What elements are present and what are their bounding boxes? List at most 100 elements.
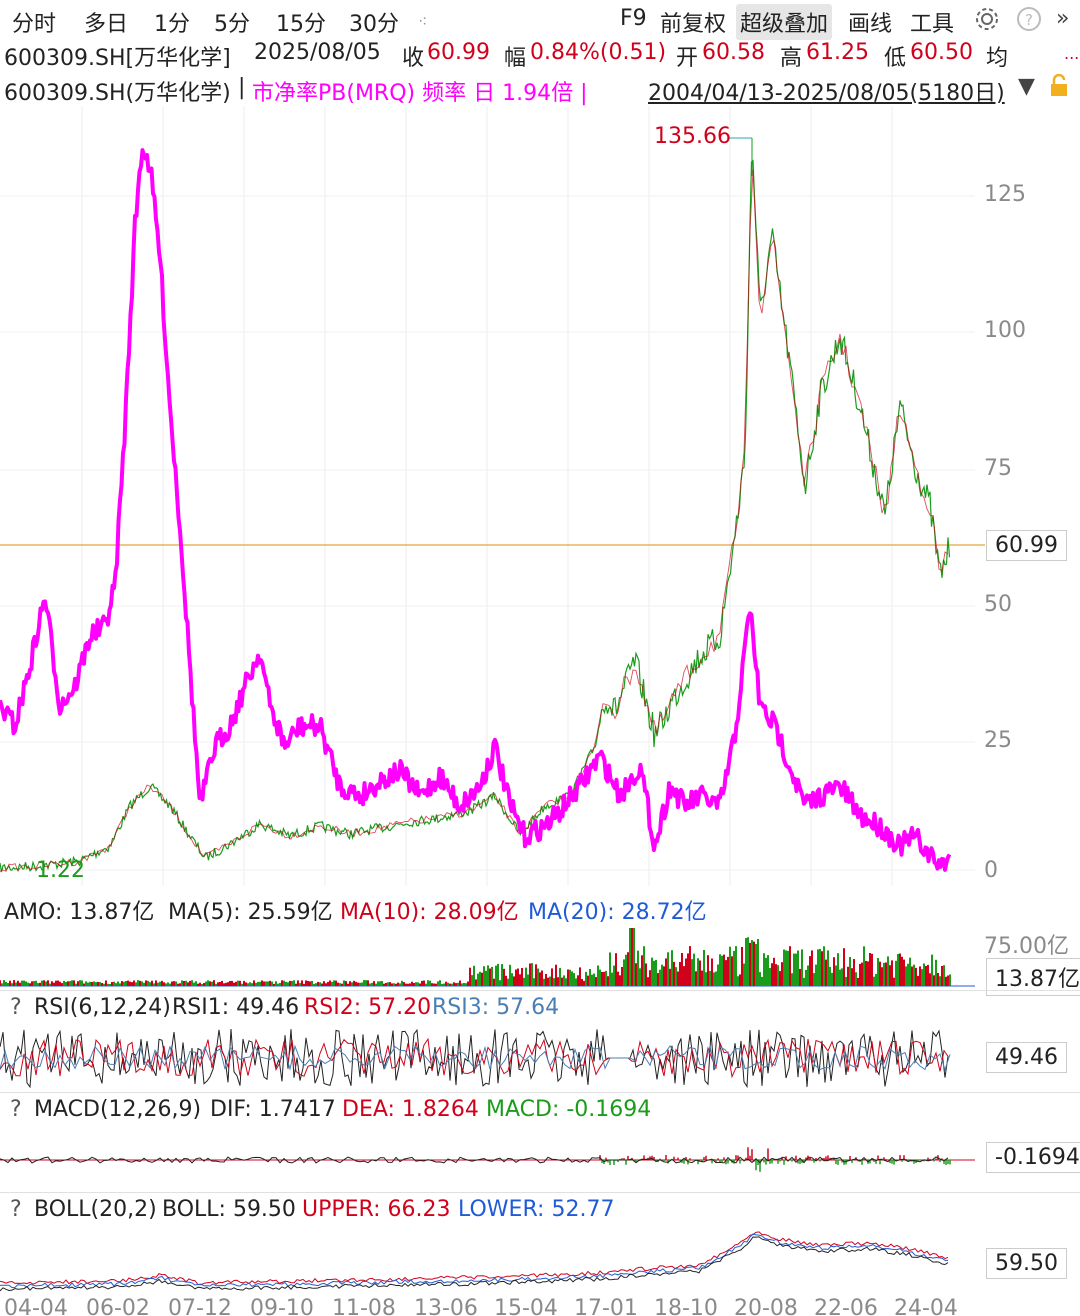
amo-header: AMO: 13.87亿 MA(5): 25.59亿 MA(10): 28.09亿… [0,890,1080,926]
boll-tag: 59.50 [986,1248,1067,1279]
rsi3-line [0,1044,951,1072]
y-tick-75: 75 [984,456,1012,481]
boll-panel[interactable]: 59.50 [0,1226,1080,1292]
x-tick: 07-12 [168,1296,232,1316]
x-tick: 18-10 [654,1296,718,1316]
double-chevron-right-icon[interactable]: » [1056,6,1070,31]
tab-15min[interactable]: 15分 [276,12,326,37]
tools-button[interactable]: 工具 [910,12,955,37]
macd-tag: -0.1694 [986,1142,1080,1173]
boll-lower: LOWER: 52.77 [458,1197,615,1222]
tab-1min[interactable]: 1分 [154,12,190,37]
boll-label[interactable]: BOLL(20,2) [34,1197,157,1222]
overlay-separator: | [238,75,246,100]
overlay-line: 600309.SH(万华化学) | 市净率PB(MRQ) 频率 日 1.94倍 … [0,72,1080,106]
rsi-label[interactable]: RSI(6,12,24) [34,995,171,1020]
change-value: 0.84%(0.51) [530,40,667,65]
avg-label: 均 [986,46,1009,71]
y-tick-25: 25 [984,728,1012,753]
macd-header: ? MACD(12,26,9) DIF: 1.7417 DEA: 1.8264 … [0,1092,1080,1129]
last-price-tag: 60.99 [986,530,1067,561]
amo-axis-label: 75.00亿 [984,934,1069,959]
rsi1-value: RSI1: 49.46 [172,995,300,1020]
boll-chart-svg[interactable] [0,1226,1080,1292]
x-tick: 11-08 [332,1296,396,1316]
open-value: 60.58 [702,40,765,65]
svg-text:?: ? [1025,11,1033,29]
macd-panel[interactable]: -0.1694 [0,1128,1080,1192]
x-tick: 20-08 [734,1296,798,1316]
adjust-button[interactable]: 前复权 [660,12,727,37]
boll-line [0,1236,949,1292]
low-label: 低 [884,46,907,71]
x-axis: 04-04 06-02 07-12 09-10 11-08 13-06 15-0… [0,1294,1080,1316]
boll-header: ? BOLL(20,2) BOLL: 59.50 UPPER: 66.23 LO… [0,1192,1080,1229]
y-tick-0: 0 [984,858,998,883]
x-tick: 24-04 [894,1296,958,1316]
gear-icon[interactable] [970,4,1004,40]
y-tick-100: 100 [984,318,1026,343]
quote-line: 600309.SH[万华化学] 2025/08/05 收 60.99 幅 0.8… [0,36,1080,72]
x-tick: 04-04 [4,1296,68,1316]
price-line [0,159,951,873]
macd-chart-svg[interactable] [0,1128,1080,1192]
tab-timeshare[interactable]: 分时 [12,12,57,37]
amo-chart-svg[interactable] [0,926,1080,990]
rsi1-line [0,1028,949,1089]
boll-upper: UPPER: 66.23 [302,1197,451,1222]
boll-line [0,1231,949,1286]
f9-button[interactable]: F9 [620,6,647,31]
dif-line [0,1156,949,1164]
open-label: 开 [676,46,699,71]
rsi-panel[interactable]: 49.46 [0,1026,1080,1090]
boll-help-icon[interactable]: ? [10,1197,22,1222]
dots-icon[interactable]: ⁖ [418,12,428,31]
close-label: 收 [402,46,425,71]
macd-label[interactable]: MACD(12,26,9) [34,1097,202,1122]
tab-multiday[interactable]: 多日 [84,12,129,37]
x-tick: 15-04 [494,1296,558,1316]
x-tick: 17-01 [574,1296,638,1316]
pb-line [0,148,952,872]
rsi-tag: 49.46 [986,1042,1067,1073]
y-tick-50: 50 [984,592,1012,617]
amo-label: AMO: 13.87亿 [4,900,155,925]
macd-help-icon[interactable]: ? [10,1097,22,1122]
dif-value: DIF: 1.7417 [210,1097,336,1122]
date-range[interactable]: 2004/04/13-2025/08/05(5180日) [648,81,1005,106]
x-tick: 06-02 [86,1296,150,1316]
high-value: 61.25 [806,40,869,65]
price-line-up [0,169,949,872]
min-price-label: 1.22 [36,858,85,883]
amo-panel[interactable]: 75.00亿 13.87亿 [0,926,1080,996]
draw-button[interactable]: 画线 [848,12,893,37]
amo-ma20: MA(20): 28.72亿 [528,900,707,925]
help-icon[interactable]: ? [1012,4,1046,40]
lock-icon[interactable] [1048,73,1070,104]
low-value: 60.50 [910,40,973,65]
amo-ma10: MA(10): 28.09亿 [340,900,519,925]
period-toolbar: 分时 多日 1分 5分 15分 30分 ⁖ F9 前复权 超级叠加 画线 工具 … [0,0,1080,40]
high-label: 高 [780,46,803,71]
x-tick: 13-06 [414,1296,478,1316]
tab-5min[interactable]: 5分 [214,12,250,37]
rsi-help-icon[interactable]: ? [10,995,22,1020]
amo-tag: 13.87亿 [986,958,1080,996]
macd-value: MACD: -0.1694 [486,1097,652,1122]
max-price-label: 135.66 [654,124,731,149]
close-value: 60.99 [427,40,490,65]
boll-value: BOLL: 59.50 [162,1197,296,1222]
rsi3-value: RSI3: 57.64 [432,995,560,1020]
x-tick: 22-06 [814,1296,878,1316]
more-indicator: ... [1064,44,1080,63]
price-chart-svg[interactable] [0,106,1080,886]
tab-30min[interactable]: 30分 [349,12,399,37]
overlay-stock: 600309.SH(万华化学) [4,81,231,106]
price-panel[interactable]: 125 100 75 50 25 0 135.66 1.22 60.99 [0,106,1080,886]
dropdown-triangle-icon[interactable]: ▼ [1018,74,1035,99]
pb-indicator-label[interactable]: 市净率PB(MRQ) 频率 日 1.94倍 | [252,81,588,106]
boll-line [0,1233,948,1289]
rsi-chart-svg[interactable] [0,1026,1080,1090]
overlay-button[interactable]: 超级叠加 [736,4,833,40]
x-tick: 09-10 [250,1296,314,1316]
